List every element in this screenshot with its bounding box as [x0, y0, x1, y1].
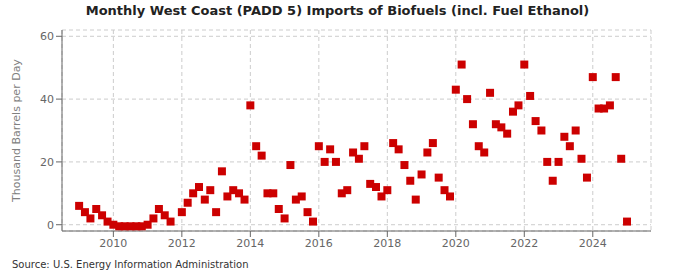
svg-text:40: 40: [40, 93, 54, 106]
svg-text:2018: 2018: [373, 237, 401, 250]
svg-text:2016: 2016: [305, 237, 333, 250]
svg-text:2012: 2012: [168, 237, 196, 250]
svg-text:0: 0: [47, 219, 54, 232]
svg-text:20: 20: [40, 156, 54, 169]
svg-text:2014: 2014: [236, 237, 264, 250]
html-text:Source: U.S. Energy Informatio: Source: U.S. Energy Information Administ…: [12, 259, 249, 270]
svg-text:Thousand Barrels per Day: Thousand Barrels per Day: [10, 59, 23, 203]
svg-text:2010: 2010: [99, 237, 127, 250]
svg-text:2024: 2024: [579, 237, 607, 250]
html-text:Monthly West Coast (PADD 5) Im: Monthly West Coast (PADD 5) Imports of B…: [85, 3, 590, 18]
svg-text:2022: 2022: [510, 237, 538, 250]
svg-text:60: 60: [40, 30, 54, 43]
svg-text:2020: 2020: [442, 237, 470, 250]
